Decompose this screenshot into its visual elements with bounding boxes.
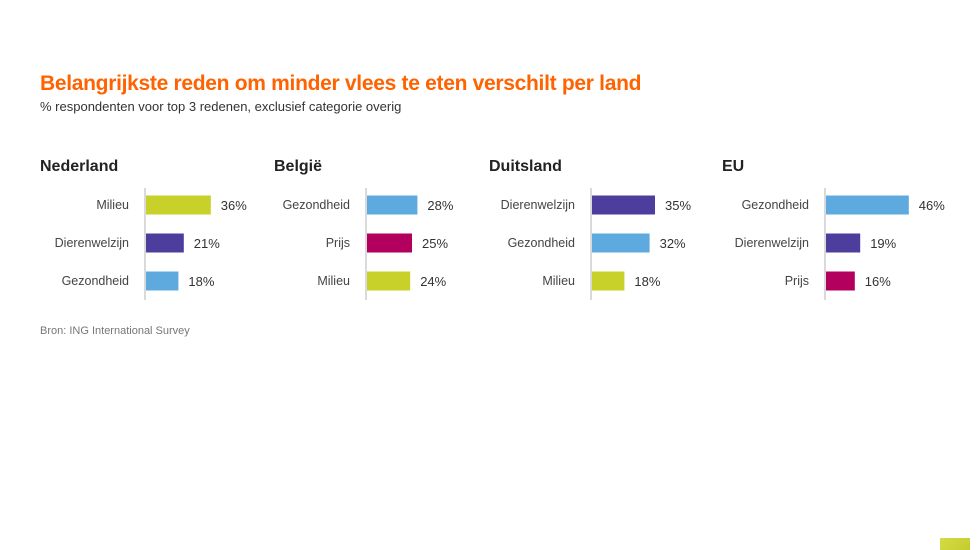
- data-label: 32%: [660, 236, 686, 251]
- bar: [826, 271, 855, 291]
- data-label: 16%: [865, 274, 891, 289]
- panel-nederland: Nederland Milieu 36% Dierenwelzijn 21% Gezon…: [40, 158, 270, 318]
- category-label: Prijs: [785, 274, 809, 288]
- bar: [367, 271, 411, 291]
- data-label: 28%: [427, 198, 453, 213]
- bar: [592, 195, 655, 215]
- panel-title: Nederland: [40, 158, 119, 175]
- corner-decoration: [940, 538, 970, 550]
- bar: [146, 271, 179, 291]
- bar: [592, 271, 625, 291]
- bar: [367, 233, 412, 253]
- bar: [826, 195, 909, 215]
- chart-title: Belangrijkste reden om minder vlees te e…: [40, 72, 642, 95]
- data-label: 21%: [194, 236, 220, 251]
- panel-title: Duitsland: [489, 158, 562, 175]
- data-label: 24%: [420, 274, 446, 289]
- category-label: Dierenwelzijn: [501, 198, 575, 212]
- category-label: Prijs: [326, 236, 350, 250]
- bar: [146, 233, 184, 253]
- data-label: 19%: [870, 236, 896, 251]
- chart-subtitle: % respondenten voor top 3 redenen, exclu…: [40, 99, 402, 114]
- category-label: Gezondheid: [62, 274, 129, 288]
- category-label: Gezondheid: [283, 198, 350, 212]
- source-note: Bron: ING International Survey: [40, 325, 190, 337]
- data-label: 18%: [634, 274, 660, 289]
- bar-chart-eu: Gezondheid 46% Dierenwelzijn 19% Prijs 16%: [735, 188, 945, 300]
- bar: [367, 195, 418, 215]
- panel-belgie: België Gezondheid 28% Prijs 25% Milieu 24%: [274, 158, 504, 318]
- data-label: 18%: [188, 274, 214, 289]
- category-label: Milieu: [317, 274, 350, 288]
- panel-duitsland: Duitsland Dierenwelzijn 35% Gezondheid 32% M…: [489, 158, 719, 318]
- category-label: Milieu: [96, 198, 129, 212]
- category-label: Milieu: [542, 274, 575, 288]
- bar: [146, 195, 211, 215]
- panel-title: België: [274, 158, 323, 175]
- bar-chart-nederland: Milieu 36% Dierenwelzijn 21% Gezondheid 18%: [55, 188, 247, 300]
- category-label: Gezondheid: [742, 198, 809, 212]
- panel-title: EU: [722, 158, 745, 175]
- data-label: 46%: [919, 198, 945, 213]
- data-label: 35%: [665, 198, 691, 213]
- bar: [826, 233, 861, 253]
- bar-chart-duitsland: Dierenwelzijn 35% Gezondheid 32% Milieu 18%: [501, 188, 691, 300]
- panel-eu: EU Gezondheid 46% Dierenwelzijn 19% Prijs 16%: [722, 158, 952, 318]
- bar-chart-belgie: Gezondheid 28% Prijs 25% Milieu 24%: [283, 188, 454, 300]
- category-label: Gezondheid: [508, 236, 575, 250]
- data-label: 25%: [422, 236, 448, 251]
- data-label: 36%: [221, 198, 247, 213]
- category-label: Dierenwelzijn: [735, 236, 809, 250]
- category-label: Dierenwelzijn: [55, 236, 129, 250]
- bar: [592, 233, 650, 253]
